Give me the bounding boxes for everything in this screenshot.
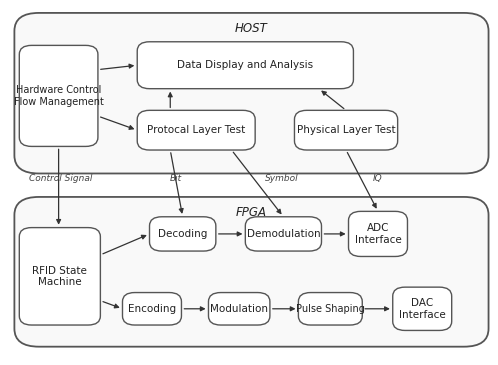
Text: Encoding: Encoding bbox=[128, 304, 176, 314]
Text: RFID State
Machine: RFID State Machine bbox=[32, 265, 87, 287]
Text: Control Signal: Control Signal bbox=[29, 174, 93, 183]
FancyBboxPatch shape bbox=[349, 211, 407, 257]
Text: Physical Layer Test: Physical Layer Test bbox=[297, 125, 395, 135]
Text: Decoding: Decoding bbox=[158, 229, 207, 239]
FancyBboxPatch shape bbox=[19, 228, 101, 325]
FancyBboxPatch shape bbox=[137, 42, 354, 89]
FancyBboxPatch shape bbox=[294, 110, 397, 150]
FancyBboxPatch shape bbox=[14, 13, 489, 173]
FancyBboxPatch shape bbox=[137, 110, 255, 150]
Text: Modulation: Modulation bbox=[210, 304, 268, 314]
Text: ADC
Interface: ADC Interface bbox=[355, 223, 401, 245]
Text: DAC
Interface: DAC Interface bbox=[399, 298, 446, 320]
Text: Bit: Bit bbox=[169, 174, 182, 183]
FancyBboxPatch shape bbox=[298, 293, 362, 325]
FancyBboxPatch shape bbox=[14, 197, 489, 347]
Text: IQ: IQ bbox=[373, 174, 383, 183]
FancyBboxPatch shape bbox=[393, 287, 452, 330]
Text: HOST: HOST bbox=[235, 22, 268, 35]
Text: Hardware Control
Flow Management: Hardware Control Flow Management bbox=[13, 85, 104, 107]
FancyBboxPatch shape bbox=[19, 45, 98, 146]
Text: Symbol: Symbol bbox=[265, 174, 299, 183]
FancyBboxPatch shape bbox=[123, 293, 181, 325]
Text: Demodulation: Demodulation bbox=[247, 229, 320, 239]
FancyBboxPatch shape bbox=[149, 217, 216, 251]
FancyBboxPatch shape bbox=[209, 293, 270, 325]
Text: Pulse Shaping: Pulse Shaping bbox=[296, 304, 365, 314]
Text: Data Display and Analysis: Data Display and Analysis bbox=[177, 60, 313, 70]
FancyBboxPatch shape bbox=[246, 217, 322, 251]
Text: Protocal Layer Test: Protocal Layer Test bbox=[147, 125, 246, 135]
Text: FPGA: FPGA bbox=[236, 206, 267, 219]
